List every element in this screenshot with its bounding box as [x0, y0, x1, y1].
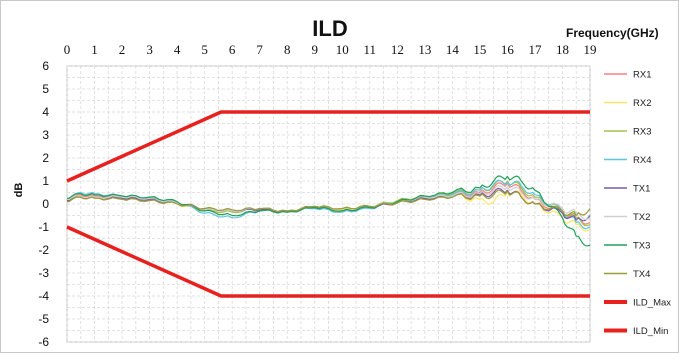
x-tick-label: 6 — [229, 42, 236, 57]
legend-label: ILD_Max — [633, 298, 671, 309]
legend: RX1 RX2 RX3 RX4 TX1 TX2 TX3 TX4 ILD_Max ILD_Min — [604, 70, 671, 337]
y-tick-label: 5 — [42, 82, 49, 96]
legend-label: ILD_Min — [633, 326, 668, 337]
legend-label: TX4 — [633, 269, 650, 280]
chart-title: ILD — [312, 16, 347, 41]
x-tick-label: 3 — [146, 42, 153, 57]
y-tick-label: -1 — [38, 220, 49, 234]
legend-label: TX3 — [633, 241, 650, 252]
x-tick-label: 0 — [64, 42, 71, 57]
y-tick-label: -5 — [38, 312, 49, 326]
x-tick-labels: 0 1 2 3 4 5 6 7 8 9 10 11 12 13 14 15 16 17 18 19 — [64, 42, 597, 57]
y-tick-label: 4 — [42, 105, 49, 119]
series-line-tx4 — [66, 189, 591, 217]
legend-label: RX4 — [633, 155, 651, 166]
x-tick-label: 19 — [584, 42, 597, 57]
y-tick-labels: 6 5 4 3 2 1 0 -1 -2 -3 -4 -5 -6 — [38, 59, 49, 349]
y-tick-label: 0 — [42, 197, 49, 211]
y-axis-label: dB — [13, 183, 25, 198]
x-tick-label: 17 — [528, 42, 542, 57]
x-tick-label: 2 — [119, 42, 126, 57]
legend-label: RX2 — [633, 98, 651, 109]
x-tick-label: 14 — [446, 42, 460, 57]
y-tick-label: -2 — [38, 243, 49, 257]
x-tick-label: 1 — [91, 42, 98, 57]
y-tick-label: 3 — [42, 128, 49, 142]
x-tick-label: 4 — [174, 42, 181, 57]
grid — [66, 65, 591, 343]
y-tick-label: 6 — [42, 59, 49, 73]
legend-label: TX2 — [633, 212, 650, 223]
legend-label: TX1 — [633, 184, 650, 195]
x-tick-label: 16 — [501, 42, 515, 57]
x-tick-label: 18 — [556, 42, 569, 57]
series-group — [66, 110, 591, 298]
x-tick-label: 11 — [364, 42, 377, 57]
series-line-ild-min — [66, 225, 590, 298]
x-tick-label: 9 — [311, 42, 318, 57]
y-tick-label: -4 — [38, 289, 49, 303]
y-tick-label: -3 — [38, 266, 49, 280]
x-tick-label: 15 — [473, 42, 486, 57]
x-tick-label: 7 — [256, 42, 263, 57]
y-tick-label: 1 — [42, 174, 49, 188]
legend-label: RX3 — [633, 127, 651, 138]
y-tick-label: -6 — [38, 335, 49, 349]
x-axis-label: Frequency(GHz) — [566, 26, 659, 40]
series-line-tx3 — [66, 175, 591, 247]
x-tick-label: 13 — [418, 42, 431, 57]
y-tick-label: 2 — [42, 151, 49, 165]
x-tick-label: 5 — [201, 42, 208, 57]
x-tick-label: 8 — [284, 42, 291, 57]
legend-label: RX1 — [633, 70, 651, 81]
x-tick-label: 12 — [391, 42, 404, 57]
x-tick-label: 10 — [336, 42, 349, 57]
series-line-ild-max — [66, 110, 590, 183]
